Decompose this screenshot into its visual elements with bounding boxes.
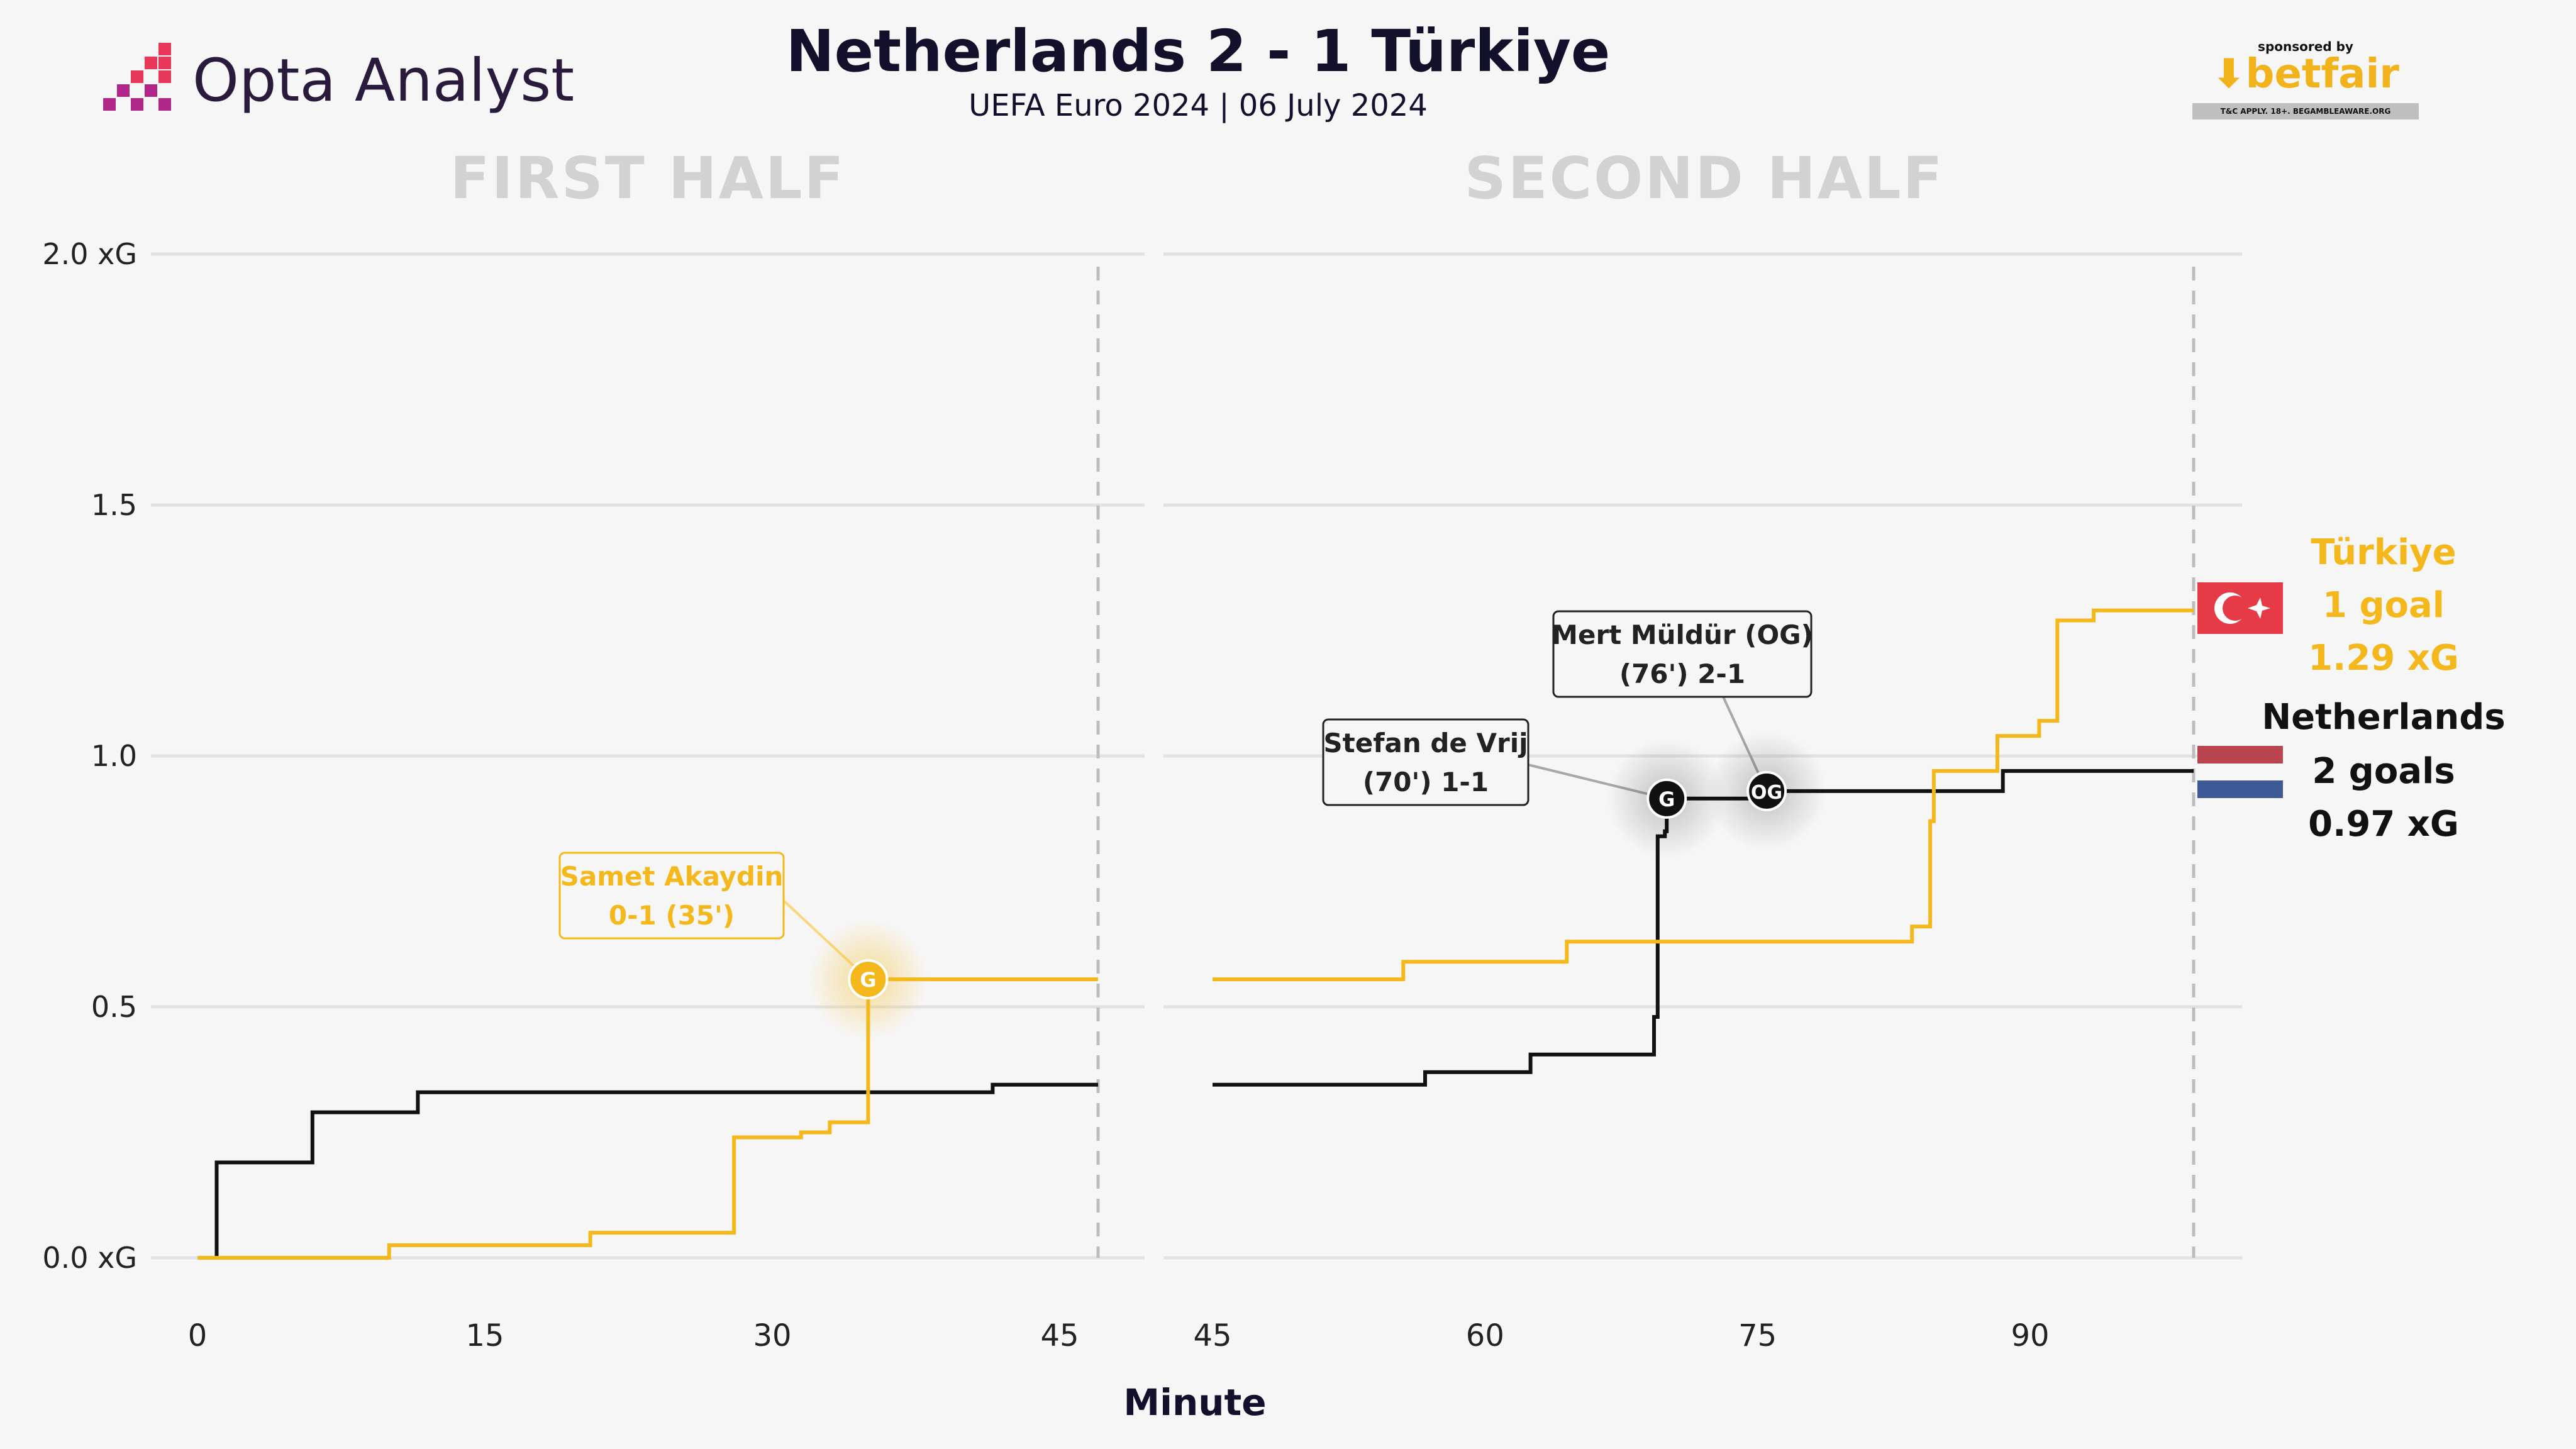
netherlands-xg-line bbox=[197, 1082, 1098, 1260]
sponsor-brand: ⬇betfair bbox=[2192, 54, 2419, 94]
x-tick-label: 0 bbox=[188, 1318, 208, 1353]
goal-marker-label: G bbox=[1658, 787, 1675, 811]
x-axis-title: Minute bbox=[1123, 1381, 1267, 1424]
turkiye-summary-xg: 1.29 xG bbox=[2308, 638, 2459, 679]
second-half-title: SECOND HALF bbox=[1464, 145, 1945, 212]
turkiye-summary-goals: 1 goal bbox=[2322, 585, 2445, 626]
y-tick-label: 0.5 bbox=[91, 990, 137, 1024]
annotation-player: Mert Müldür (OG) bbox=[1552, 619, 1813, 650]
turkiye-xg-line bbox=[197, 977, 1098, 1260]
annotation-score: (70') 1-1 bbox=[1363, 767, 1489, 797]
x-tick-label: 45 bbox=[1041, 1318, 1079, 1353]
netherlands-summary-goals: 2 goals bbox=[2312, 751, 2455, 792]
netherlands-flag-white bbox=[2197, 763, 2283, 780]
goal-marker-label: G bbox=[860, 968, 876, 992]
goal-marker-label: OG bbox=[1751, 782, 1782, 804]
annotation-player: Samet Akaydin bbox=[560, 861, 784, 892]
turkiye-summary-name: Türkiye bbox=[2311, 532, 2457, 573]
netherlands-flag-blue bbox=[2197, 780, 2283, 798]
netherlands-summary-xg: 0.97 xG bbox=[2308, 804, 2459, 845]
betfair-arrow-icon: ⬇ bbox=[2212, 51, 2246, 97]
y-tick-label: 1.0 bbox=[91, 739, 137, 773]
turkiye-flag-star bbox=[2248, 597, 2270, 619]
logo-text: Opta Analyst bbox=[192, 47, 575, 115]
y-tick-label: 2.0 xG bbox=[42, 237, 137, 271]
sponsor-caption: sponsored by bbox=[2258, 39, 2353, 54]
x-tick-label: 30 bbox=[753, 1318, 792, 1353]
chart-title: Netherlands 2 - 1 Türkiye bbox=[786, 18, 1611, 85]
x-tick-label: 60 bbox=[1466, 1318, 1504, 1353]
opta-logo-icon bbox=[103, 43, 171, 111]
own-goal-marker bbox=[1746, 770, 1787, 811]
x-tick-label: 75 bbox=[1738, 1318, 1777, 1353]
x-tick-label: 15 bbox=[465, 1318, 504, 1353]
annotation-score: 0-1 (35') bbox=[609, 900, 735, 931]
x-tick-label: 90 bbox=[2011, 1318, 2049, 1353]
chart-subtitle: UEFA Euro 2024 | 06 July 2024 bbox=[969, 88, 1428, 123]
turkiye-flag-crescent-cut bbox=[2223, 596, 2248, 621]
turkiye-xg-line bbox=[1213, 608, 2194, 982]
sponsor-block: sponsored by ⬇betfair T&C APPLY. 18+. BE… bbox=[2192, 39, 2419, 119]
sponsor-brand-text: betfair bbox=[2245, 51, 2399, 97]
sponsor-terms: T&C APPLY. 18+. BEGAMBLEAWARE.ORG bbox=[2192, 103, 2419, 119]
x-tick-label: 45 bbox=[1193, 1318, 1231, 1353]
netherlands-flag-icon bbox=[2197, 746, 2283, 763]
first-half-title: FIRST HALF bbox=[450, 145, 846, 212]
y-tick-label: 1.5 bbox=[91, 488, 137, 522]
annotation-box bbox=[1322, 718, 1530, 806]
annotation-player: Stefan de Vrij bbox=[1323, 728, 1528, 758]
y-tick-label: 0.0 xG bbox=[42, 1241, 137, 1275]
annotation-score: (76') 2-1 bbox=[1619, 658, 1745, 689]
netherlands-summary-name: Netherlands bbox=[2262, 697, 2506, 738]
goal-marker bbox=[1646, 778, 1687, 819]
annotation-box bbox=[558, 852, 785, 940]
annotation-box bbox=[1552, 610, 1813, 698]
goal-marker bbox=[848, 959, 889, 1000]
